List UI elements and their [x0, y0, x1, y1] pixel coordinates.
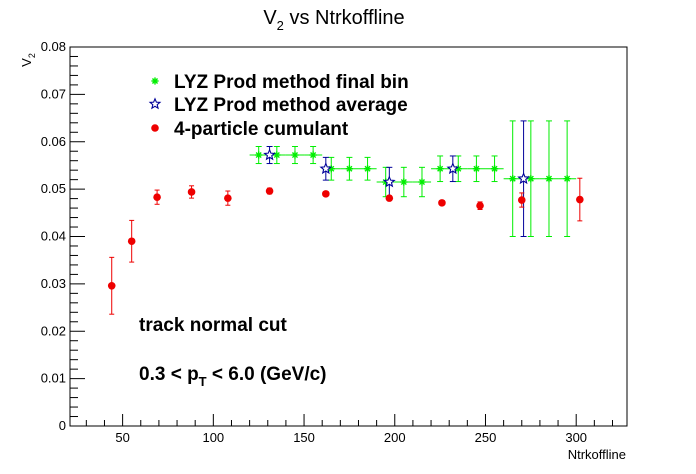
data-point: [517, 172, 530, 185]
annotation-track-cut: track normal cut: [139, 315, 287, 336]
x-axis-tick-labels: 50 100 150 200 250 300: [115, 430, 587, 445]
y-tick-label: 0.01: [41, 371, 66, 386]
y-tick-label: 0.02: [41, 323, 66, 338]
y-tick-label: 0.08: [41, 39, 66, 54]
y-axis-tick-labels: 0 0.01 0.02 0.03 0.04 0.05 0.06 0.07 0.08: [41, 39, 66, 433]
legend-marker-shape: [151, 124, 159, 132]
x-tick-label: 300: [565, 430, 587, 445]
data-point: [509, 175, 517, 183]
data-point: [385, 194, 394, 202]
data-point: [576, 195, 584, 204]
annotation-pt-subscript: T: [199, 374, 207, 389]
data-point: [438, 199, 446, 207]
chart-title: V2 vs Ntrkoffline: [263, 7, 404, 33]
data-point: [490, 165, 499, 173]
x-tick-label: 200: [384, 430, 406, 445]
y-tick-label: 0.04: [41, 229, 66, 244]
legend-entry-final-bin: LYZ Prod method final bin: [174, 72, 409, 93]
data-point: [319, 162, 333, 175]
series-4-particle-cumulant: [107, 177, 584, 315]
data-point: [472, 165, 481, 173]
data-point: [345, 165, 354, 173]
annotation-pt-range: 0.3 < pT < 6.0 (GeV/c): [139, 364, 327, 389]
data-point: [400, 178, 408, 186]
data-point: [527, 175, 535, 183]
data-point: [107, 281, 116, 290]
data-point: [187, 188, 196, 196]
y-axis-ticks: [70, 46, 85, 427]
legend-green-star-marker: [151, 77, 159, 85]
data-point: [476, 201, 484, 210]
data-point: [255, 151, 263, 159]
data-point: [322, 190, 330, 198]
data-point: [153, 193, 161, 201]
x-axis-ticks: [85, 414, 613, 426]
legend: LYZ Prod method final bin LYZ Prod metho…: [148, 72, 409, 140]
y-tick-label: 0.06: [41, 134, 66, 149]
y-tick-label: 0: [59, 418, 66, 433]
data-point: [273, 151, 281, 159]
legend-marker-shape: [151, 77, 159, 85]
x-tick-label: 250: [475, 430, 497, 445]
x-tick-label: 50: [115, 430, 129, 445]
data-point: [446, 162, 460, 175]
chart-title-rest: vs Ntrkoffline: [284, 7, 405, 29]
legend-entry-average: LYZ Prod method average: [174, 95, 408, 116]
data-point: [382, 175, 396, 188]
chart-title-subscript: 2: [277, 18, 284, 33]
series-lyz-average: [263, 120, 530, 237]
legend-marker-shape: [148, 97, 162, 110]
data-point: [291, 151, 299, 159]
y-tick-label: 0.05: [41, 181, 66, 196]
y-axis-title-main: V: [19, 58, 34, 67]
y-tick-label: 0.07: [41, 86, 66, 101]
data-point: [127, 237, 136, 246]
data-point: [563, 175, 571, 183]
chart-title-main: V: [263, 7, 277, 29]
data-point: [545, 175, 553, 183]
legend-entry-cumulant: 4-particle cumulant: [174, 119, 349, 140]
legend-red-circle-marker: [151, 124, 159, 132]
x-tick-label: 150: [293, 430, 315, 445]
annotation-pt-range-prefix: 0.3 < p: [139, 364, 199, 385]
y-axis-title-subscript: 2: [27, 53, 37, 58]
data-point: [224, 194, 232, 202]
x-tick-label: 100: [202, 430, 224, 445]
data-point: [309, 151, 317, 159]
x-axis-title: Ntrkoffline: [568, 447, 626, 462]
legend-blue-open-star-marker: [148, 97, 162, 110]
y-tick-label: 0.03: [41, 276, 66, 291]
data-point: [363, 165, 372, 173]
data-point: [436, 165, 444, 173]
data-point: [263, 148, 276, 161]
data-point: [517, 196, 526, 204]
annotation-pt-range-suffix: < 6.0 (GeV/c): [207, 364, 327, 385]
y-axis-title: V2: [19, 53, 37, 67]
data-point: [265, 187, 274, 195]
data-point: [418, 178, 426, 186]
